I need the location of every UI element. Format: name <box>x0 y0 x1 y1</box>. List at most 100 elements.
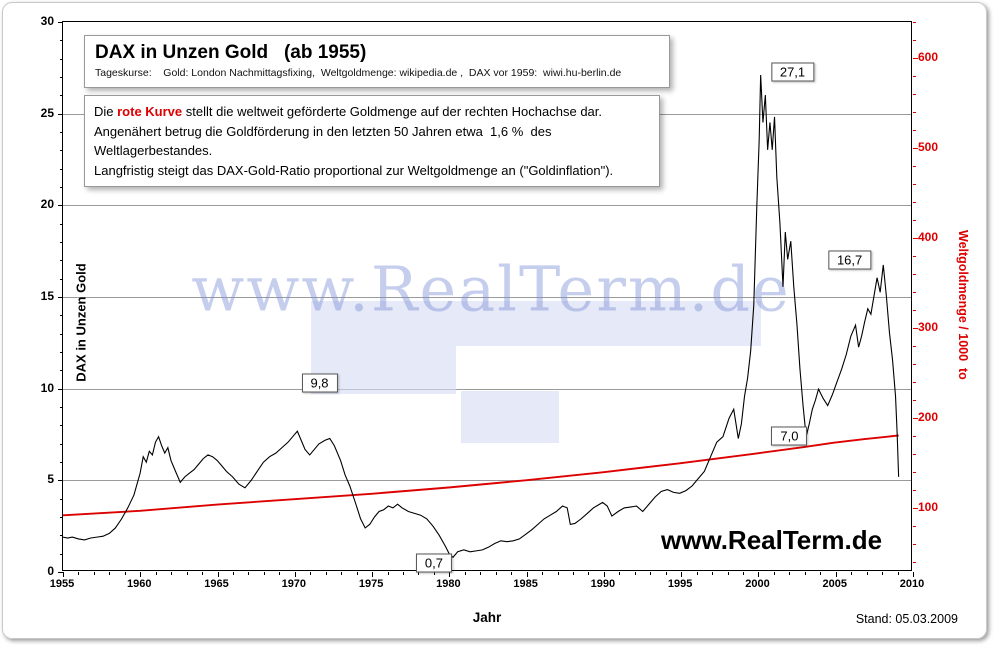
tick-mark <box>913 202 916 204</box>
tick-label-x: 1975 <box>358 578 384 590</box>
tick-mark <box>60 150 63 152</box>
right-axis-title: Weltgoldmenge / 1000 to <box>956 230 970 380</box>
tick-mark <box>58 22 63 23</box>
annotation-callout: 7,0 <box>771 426 808 446</box>
tick-label-x: 1970 <box>281 578 307 590</box>
tick-label-x: 1985 <box>513 578 538 590</box>
tick-label-left: 10 <box>40 380 54 395</box>
tick-mark <box>913 364 916 366</box>
tick-mark <box>60 58 63 60</box>
page-frame <box>2 2 987 639</box>
tick-mark <box>557 572 559 575</box>
tick-label-x: 2010 <box>899 578 925 590</box>
info-title: DAX in Unzen Gold (ab 1955) <box>95 42 367 63</box>
tick-mark <box>913 220 916 222</box>
tick-label-left: 25 <box>40 105 54 120</box>
stand-label: Stand: 05.03.2009 <box>855 612 958 626</box>
tick-mark <box>913 418 918 420</box>
tick-label-x: 1955 <box>49 578 75 590</box>
tick-label-x: 1995 <box>667 578 693 590</box>
tick-mark <box>387 572 389 575</box>
tick-mark <box>913 562 916 564</box>
note-line-1-highlight: rote Kurve <box>117 104 183 119</box>
tick-mark <box>60 333 63 335</box>
tick-mark <box>325 572 327 575</box>
tick-mark <box>60 187 63 188</box>
tick-label-x: 1980 <box>436 578 461 590</box>
info-source: Tageskurse: Gold: London Nachmittagsfixi… <box>95 67 622 79</box>
tick-mark <box>480 572 482 575</box>
tick-mark <box>202 572 204 575</box>
tick-mark <box>58 297 63 298</box>
tick-mark <box>433 572 435 575</box>
tick-mark <box>60 40 63 42</box>
tick-mark <box>913 112 916 114</box>
tick-mark <box>712 572 714 575</box>
tick-label-right: 400 <box>918 230 939 245</box>
tick-mark <box>913 238 918 240</box>
tick-mark <box>913 256 916 258</box>
tick-mark <box>372 572 374 577</box>
tick-mark <box>913 292 916 294</box>
tick-mark <box>418 572 420 575</box>
tick-label-left: 20 <box>40 197 54 212</box>
tick-mark <box>542 572 544 575</box>
tick-mark <box>60 260 63 262</box>
tick-mark <box>93 572 95 575</box>
tick-label-left: 0 <box>47 564 54 578</box>
tick-mark <box>573 572 574 575</box>
tick-mark <box>449 572 451 577</box>
tick-mark <box>60 443 63 445</box>
tick-mark <box>820 572 822 575</box>
tick-label-right: 500 <box>918 140 939 155</box>
note-line-3: Weltlagerbestandes. <box>94 143 213 158</box>
tick-mark <box>913 22 916 23</box>
tick-mark <box>913 472 916 474</box>
tick-mark <box>913 436 916 438</box>
annotation-callout: 9,8 <box>301 373 338 393</box>
tick-mark <box>78 572 80 575</box>
note-line-1-post: stellt die weltweit geförderte Goldmenge… <box>182 104 603 119</box>
tick-mark <box>773 572 775 575</box>
annotation-callout: 0,7 <box>415 553 452 573</box>
tick-mark <box>294 572 296 577</box>
tick-label-right: 600 <box>918 50 939 64</box>
tick-mark <box>526 572 528 577</box>
annotation-callout: 27,1 <box>770 62 815 81</box>
tick-mark <box>913 382 916 384</box>
tick-mark <box>866 572 868 575</box>
tick-mark <box>124 572 126 575</box>
tick-mark <box>913 166 916 168</box>
info-box: DAX in Unzen Gold (ab 1955) Tageskurse: … <box>84 35 670 88</box>
tick-mark <box>279 572 281 575</box>
tick-mark <box>310 572 312 575</box>
gridline <box>63 388 911 390</box>
tick-mark <box>356 572 358 575</box>
tick-label-right: 300 <box>918 320 939 335</box>
note-box: Die rote Kurve stellt die weltweit geför… <box>84 95 660 187</box>
tick-mark <box>913 346 916 348</box>
tick-mark <box>60 370 63 372</box>
tick-mark <box>248 572 250 575</box>
tick-label-x: 1990 <box>590 578 616 590</box>
tick-mark <box>171 572 173 575</box>
tick-mark <box>58 388 63 390</box>
tick-mark <box>743 572 744 575</box>
tick-mark <box>588 572 590 575</box>
tick-mark <box>155 572 157 575</box>
tick-mark <box>60 77 63 78</box>
tick-label-left: 30 <box>40 14 54 28</box>
tick-mark <box>913 526 916 528</box>
tick-mark <box>913 508 918 510</box>
tick-mark <box>913 572 914 577</box>
note-line-4: Langfristig steigt das DAX-Gold-Ratio pr… <box>94 162 614 178</box>
tick-mark <box>58 113 63 115</box>
tick-label-left: 5 <box>47 472 54 487</box>
tick-mark <box>60 315 63 317</box>
tick-mark <box>913 58 918 59</box>
tick-label-right: 200 <box>918 410 939 425</box>
note-line-1-pre: Die <box>94 104 118 119</box>
tick-mark <box>727 572 729 575</box>
tick-mark <box>913 490 916 492</box>
